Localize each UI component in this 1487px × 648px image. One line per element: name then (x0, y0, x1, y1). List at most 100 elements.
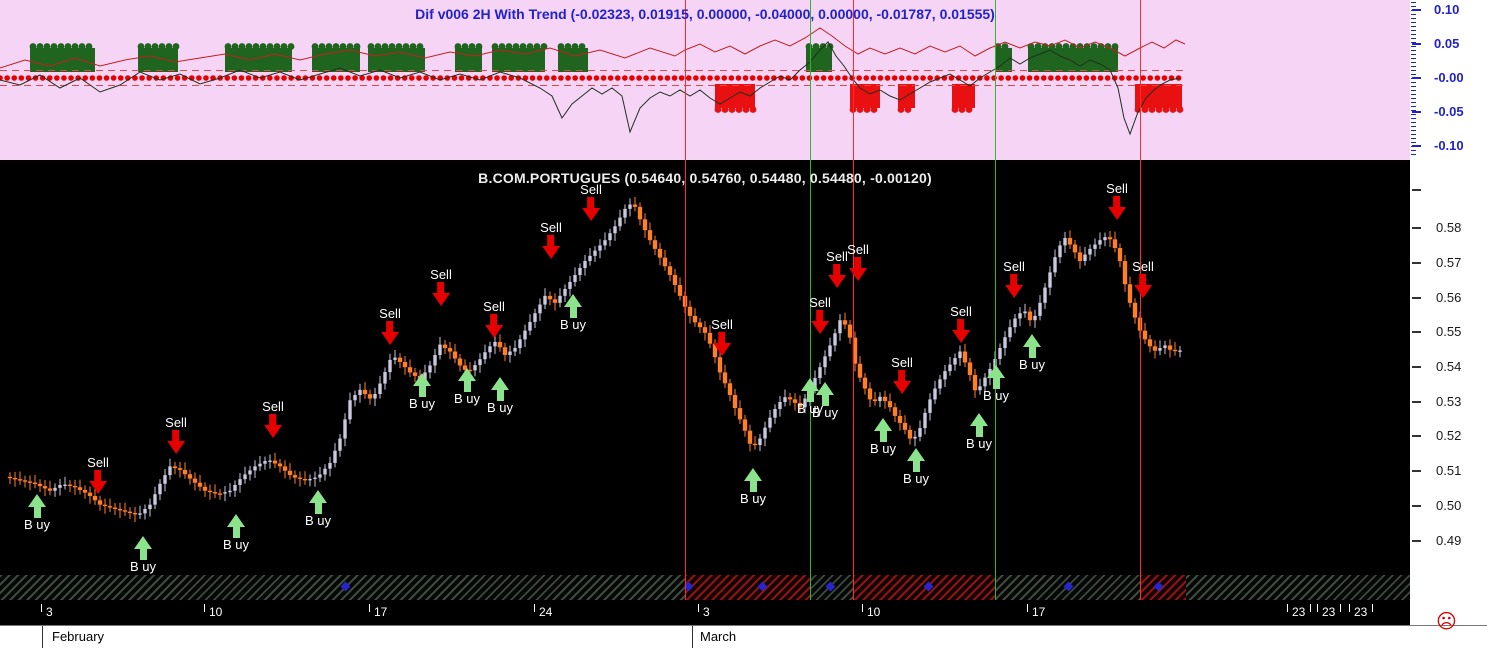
candle-body (778, 402, 782, 409)
candle-body (983, 377, 987, 387)
sell-arrow-stem (547, 235, 555, 246)
sell-label: Sell (847, 242, 869, 257)
candle-body (1093, 244, 1097, 249)
candle-body (547, 295, 553, 300)
buy-arrow-stem (806, 391, 814, 402)
sell-arrow-head (167, 441, 185, 454)
buy-marker: B uy (966, 413, 992, 451)
candle-body (598, 245, 602, 251)
candle-body (478, 359, 482, 366)
histogram-scallop (1169, 106, 1177, 113)
candle-body (568, 281, 572, 289)
sell-arrow-stem (172, 430, 180, 441)
sell-label: Sell (580, 182, 602, 197)
candle-body (238, 479, 242, 485)
indicator-histogram-positive (455, 48, 482, 72)
histogram-scallop (904, 106, 912, 113)
time-tick (1027, 604, 1028, 612)
candle-body (1043, 287, 1047, 303)
sell-arrow-head (893, 381, 911, 394)
vertical-line-green (810, 0, 811, 600)
indicator-scale-label: -0.10 (1434, 138, 1464, 153)
sell-marker: Sell (165, 416, 187, 454)
histogram-scallop (735, 106, 743, 113)
candle-body (887, 401, 893, 408)
buy-arrow-stem (879, 431, 887, 442)
sell-marker: Sell (826, 250, 848, 288)
candle-body (373, 393, 377, 399)
candle-body (593, 250, 597, 256)
candle-body (558, 295, 562, 303)
sell-arrow-head (811, 321, 829, 334)
candle-body (913, 436, 917, 439)
histogram-scallop (468, 43, 476, 50)
histogram-scallop (1155, 106, 1163, 113)
buy-arrow-stem (33, 507, 41, 518)
histogram-scallop (1176, 106, 1184, 113)
sell-label: Sell (483, 299, 505, 314)
buy-arrow-stem (314, 503, 322, 514)
sell-arrow-head (1108, 207, 1126, 220)
histogram-scallop (994, 43, 1002, 50)
candle-body (792, 399, 798, 403)
sell-arrow-head (264, 425, 282, 438)
candle-body (533, 313, 537, 322)
candle-body (892, 407, 898, 416)
candle-body (1023, 311, 1027, 314)
candle-body (697, 322, 703, 328)
sell-marker: Sell (847, 243, 869, 281)
candle-body (1018, 313, 1022, 319)
histogram-scallop (812, 43, 820, 50)
buy-arrow-head (457, 368, 476, 381)
histogram-scallop (50, 43, 58, 50)
indicator-scale-tick (1412, 9, 1421, 11)
sell-label: Sell (809, 295, 831, 310)
sell-arrow-icon (1005, 274, 1023, 298)
buy-arrow-icon (906, 448, 925, 472)
candle-body (452, 351, 458, 359)
candle-body (637, 206, 643, 220)
candle-body (838, 320, 842, 334)
candle-body (202, 486, 208, 491)
indicator-plot (0, 27, 1188, 136)
histogram-scallop (85, 43, 93, 50)
vertical-line-green (995, 0, 996, 600)
buy-arrow-icon (969, 413, 988, 437)
candle-body (773, 408, 777, 418)
candle-body (343, 419, 347, 439)
candle-body (867, 388, 873, 400)
buy-arrow-head (490, 377, 509, 390)
buy-arrow-head (906, 448, 925, 461)
indicator-histogram-negative (715, 84, 755, 108)
candle-body (1132, 302, 1138, 318)
histogram-scallop (557, 43, 565, 50)
buy-arrow-stem (232, 527, 240, 538)
buy-arrow-head (743, 468, 762, 481)
candle-body (1152, 346, 1158, 351)
candle-body (608, 233, 612, 241)
candle-body (948, 364, 952, 372)
histogram-scallop (540, 43, 548, 50)
candle-body (442, 344, 448, 349)
candle-body (97, 500, 103, 505)
candle-body (348, 400, 352, 420)
candle-body (803, 398, 807, 408)
sell-arrow-head (828, 275, 846, 288)
candle-body (747, 430, 753, 444)
histogram-scallop (749, 106, 757, 113)
candle-body (618, 217, 622, 227)
candle-body (92, 495, 98, 501)
candle-body (1147, 339, 1153, 347)
candle-body (393, 357, 397, 360)
time-tick (534, 604, 535, 612)
indicator-histogram-positive (492, 48, 545, 72)
time-tick-label: 17 (374, 605, 388, 619)
candle-body (717, 357, 723, 373)
indicator-histogram-positive (995, 48, 1012, 72)
histogram-scallop (1001, 43, 1009, 50)
candle-body (502, 347, 508, 356)
histogram-scallop (564, 43, 572, 50)
histogram-scallop (512, 43, 520, 50)
sell-arrow-stem (816, 310, 824, 321)
candle-body (328, 462, 332, 469)
